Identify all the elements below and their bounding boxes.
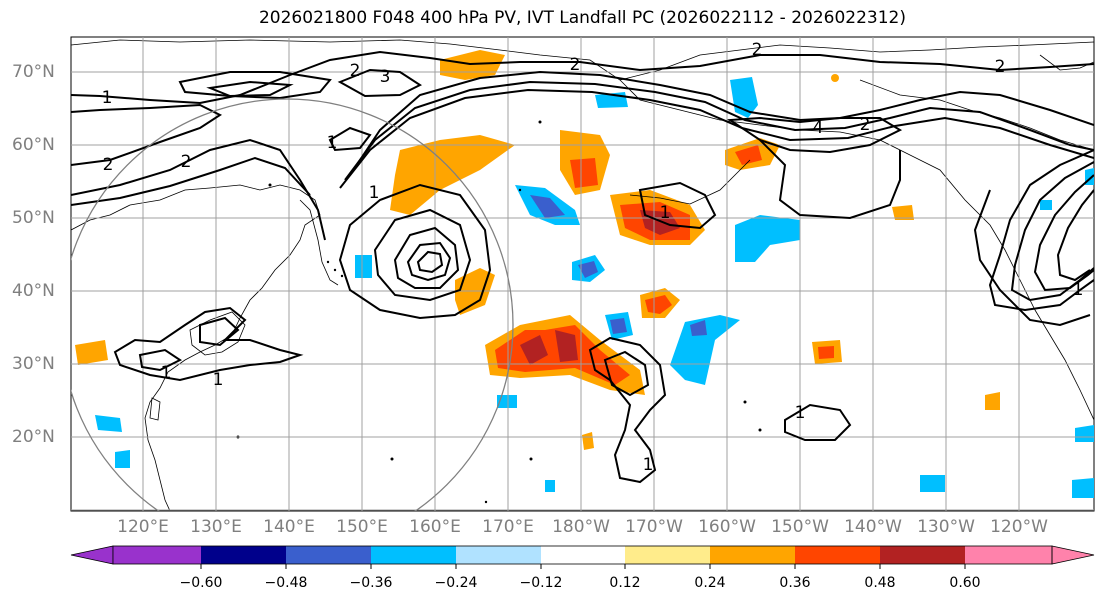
lon-label: 120°E xyxy=(117,517,169,537)
colorbar-extend-low xyxy=(70,545,114,565)
colorbar-segment xyxy=(965,546,1052,564)
colorbar-segment xyxy=(541,546,625,564)
colorbar-segment xyxy=(710,546,795,564)
contour-label: 1 xyxy=(213,370,224,390)
contour-label: 1 xyxy=(161,363,172,383)
colorbar-segment xyxy=(371,546,456,564)
colorbar-ticks xyxy=(200,564,966,569)
colorbar-extend-high xyxy=(1051,545,1095,565)
negative-anomaly-shading xyxy=(95,77,1094,498)
landfall-region-circle xyxy=(71,98,514,511)
lat-label: 40°N xyxy=(12,281,55,301)
colorbar-segment xyxy=(113,546,201,564)
lon-label: 170°E xyxy=(482,517,534,537)
contour-label: 2 xyxy=(181,152,192,172)
contour-label: 1 xyxy=(369,183,380,203)
colorbar-tick-label: 0.60 xyxy=(949,575,981,591)
lat-label: 70°N xyxy=(12,62,55,82)
contour-label: 1 xyxy=(643,455,654,475)
colorbar-segment xyxy=(286,546,371,564)
lon-label: 130°E xyxy=(190,517,242,537)
colorbar-tick-label: −0.36 xyxy=(349,575,393,591)
contour-label: 1 xyxy=(660,203,671,223)
contour-label: 2 xyxy=(860,115,871,135)
colorbar-tick-label: −0.60 xyxy=(179,575,223,591)
lon-label: 160°W xyxy=(698,517,756,537)
lat-label: 60°N xyxy=(12,135,55,155)
contour-label: 1 xyxy=(102,88,113,108)
contour-label: 1 xyxy=(327,133,338,153)
lon-label: 120°W xyxy=(990,517,1048,537)
lat-label: 20°N xyxy=(12,427,55,447)
colorbar-tick-label: 0.48 xyxy=(864,575,896,591)
map-title: 2026021800 F048 400 hPa PV, IVT Landfall… xyxy=(258,8,906,28)
colorbar-tick-label: −0.24 xyxy=(434,575,478,591)
colorbar xyxy=(70,545,1095,569)
colorbar-tick-label: 0.12 xyxy=(609,575,641,591)
colorbar-tick-label: −0.48 xyxy=(264,575,308,591)
lon-label: 140°E xyxy=(263,517,315,537)
colorbar-outline xyxy=(112,545,1053,565)
ivt-contours xyxy=(71,50,1094,484)
contour-label: 1 xyxy=(1073,280,1084,300)
lon-label: 130°W xyxy=(917,517,975,537)
lat-label: 50°N xyxy=(12,208,55,228)
contour-labels: 1 2 3 2 2 2 1 2 4 2 1 1 1 1 1 1 2 1 xyxy=(102,40,1084,475)
contour-label: 2 xyxy=(995,57,1006,77)
colorbar-segment xyxy=(795,546,880,564)
colorbar-segment xyxy=(880,546,965,564)
lat-label: 30°N xyxy=(12,354,55,374)
lon-label: 160°E xyxy=(409,517,461,537)
colorbar-segment xyxy=(456,546,541,564)
contour-label: 2 xyxy=(752,40,763,60)
island-dots xyxy=(236,120,762,504)
lon-label: 170°W xyxy=(625,517,683,537)
colorbar-tick-label: 0.36 xyxy=(779,575,811,591)
colorbar-segment xyxy=(201,546,286,564)
contour-label: 2 xyxy=(350,61,361,81)
contour-label: 2 xyxy=(570,55,581,75)
colorbar-tick-label: −0.12 xyxy=(519,575,563,591)
lon-label: 150°W xyxy=(771,517,829,537)
contour-label: 1 xyxy=(795,403,806,423)
contour-label: 4 xyxy=(813,118,824,138)
lon-label: 180°W xyxy=(552,517,610,537)
contour-label: 2 xyxy=(103,155,114,175)
lon-label: 150°E xyxy=(336,517,388,537)
colorbar-tick-label: 0.24 xyxy=(694,575,726,591)
colorbar-segment xyxy=(625,546,710,564)
lon-label: 140°W xyxy=(844,517,902,537)
contour-label: 3 xyxy=(380,67,391,87)
lat-lon-grid xyxy=(71,37,1094,511)
